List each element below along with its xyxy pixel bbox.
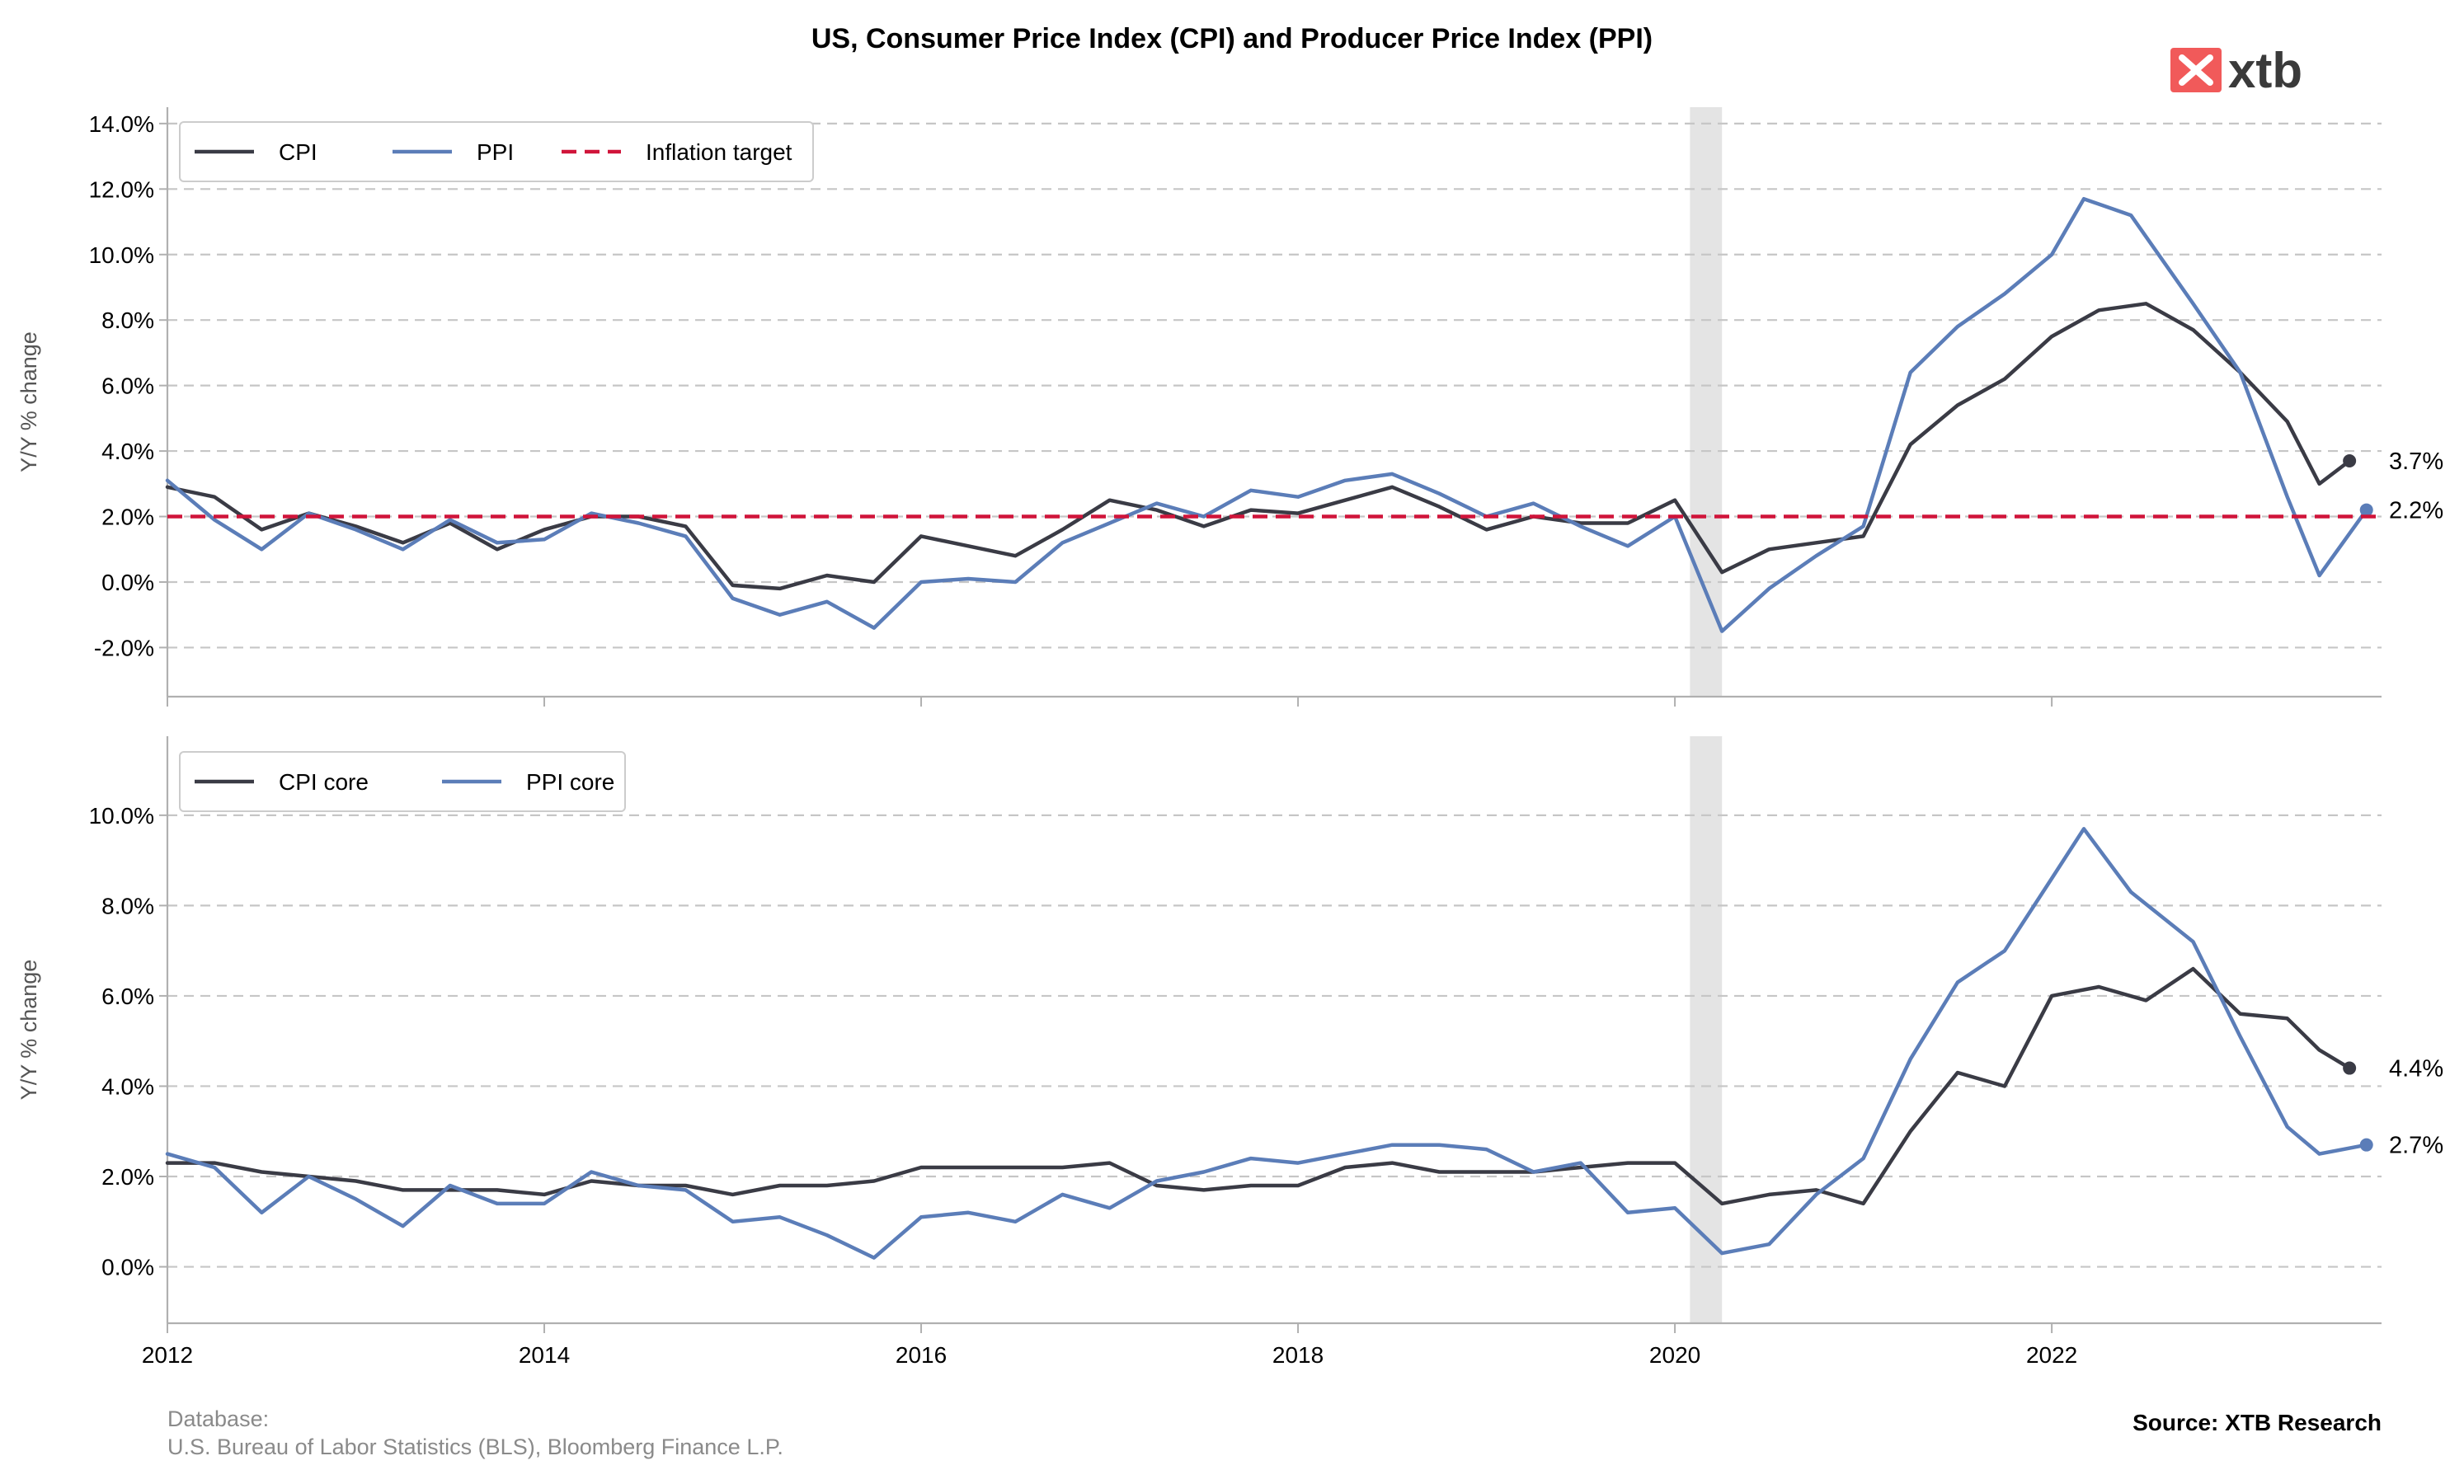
y-tick-label: 6.0% [101,373,154,399]
end-marker-cpi-core [2343,1061,2357,1075]
y-axis-title: Y/Y % change [16,960,41,1101]
end-marker-cpi [2343,454,2357,467]
x-tick-label: 2016 [896,1342,947,1368]
x-tick-label: 2018 [1272,1342,1324,1368]
y-tick-label: -2.0% [94,635,154,660]
legend-box [179,751,626,812]
end-marker-ppi-core [2359,1138,2373,1152]
y-tick-label: 6.0% [101,984,154,1009]
y-tick-label: 2.0% [101,505,154,530]
y-tick-label: 14.0% [89,111,154,137]
shaded-period-band [1690,107,1723,697]
y-tick-label: 4.0% [101,439,154,464]
series-line-ppi-core [165,827,2368,1260]
end-label-ppi: 2.2% [2389,498,2443,524]
panel-headline: -2.0% 0.0% 2.0% 4.0% 6.0% 8.0% 10.0% 12.0% 14.0%… [16,107,2443,707]
end-marker-ppi [2359,503,2373,517]
x-tick-label: 2012 [142,1342,193,1368]
xtb-logo: xtb [2170,43,2302,98]
footer-source: Source: XTB Research [2132,1410,2382,1435]
shaded-period-band [1690,736,1723,1323]
y-tick-label: 4.0% [101,1073,154,1099]
y-tick-label: 10.0% [89,803,154,829]
x-tick-label: 2020 [1649,1342,1700,1368]
legend-label: PPI [477,139,514,165]
x-tick-label: 2022 [2026,1342,2077,1368]
y-axis-title: Y/Y % change [16,331,41,472]
legend-label: CPI core [279,769,369,795]
end-label-cpi: 3.7% [2389,448,2443,475]
legend-label: Inflation target [646,139,792,165]
y-tick-label: 0.0% [101,570,154,595]
series-line-cpi-core [165,966,2352,1206]
series-line-ppi [165,196,2368,633]
y-tick-label: 0.0% [101,1255,154,1280]
legend-label: PPI core [526,769,614,795]
x-tick-label: 2014 [519,1342,570,1368]
chart-title: US, Consumer Price Index (CPI) and Produ… [811,23,1653,54]
logo-text: xtb [2228,43,2302,98]
y-tick-label: 12.0% [89,176,154,202]
xtb-x-icon-mark [2179,54,2213,86]
y-tick-label: 8.0% [101,308,154,333]
y-tick-label: 8.0% [101,893,154,918]
end-label-ppi-core: 2.7% [2389,1133,2443,1159]
footer-database-label: Database: [167,1407,269,1431]
y-tick-label: 2.0% [101,1164,154,1190]
legend-box [179,121,814,182]
legend-label: CPI [279,139,317,165]
panel-core: 0.0% 2.0% 4.0% 6.0% 8.0% 10.0% 2012 2014 2016 201… [16,736,2443,1368]
y-tick-label: 10.0% [89,242,154,268]
series-line-cpi [165,302,2352,591]
footer-database-source: U.S. Bureau of Labor Statistics (BLS), B… [167,1435,783,1459]
end-label-cpi-core: 4.4% [2389,1056,2443,1082]
